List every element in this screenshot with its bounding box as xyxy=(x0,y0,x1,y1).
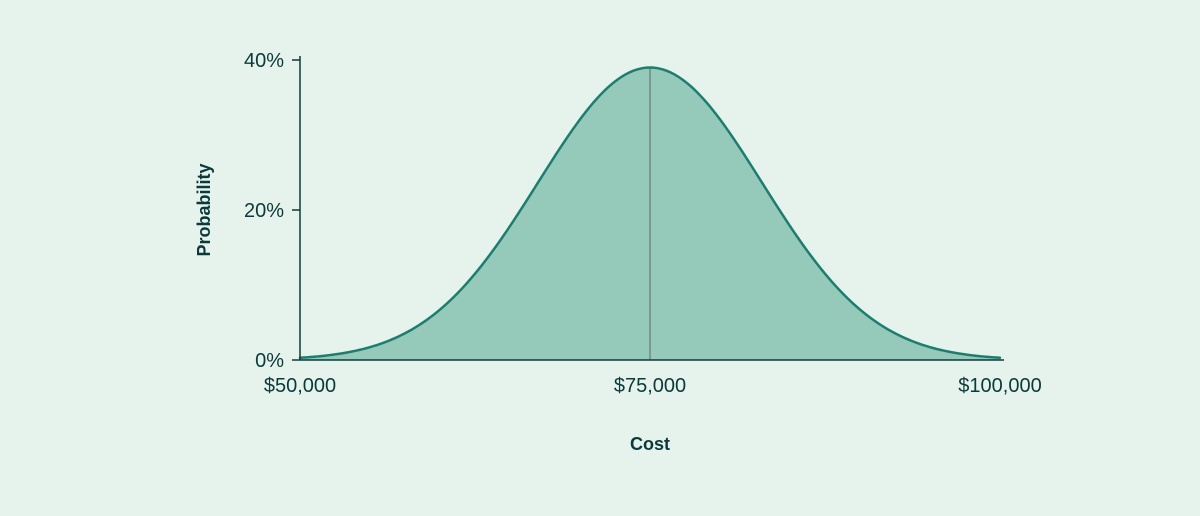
chart-svg: 0% 20% 40% $50,000 $75,000 $100,000 Probabilit… xyxy=(0,0,1200,516)
probability-cost-chart: 0% 20% 40% $50,000 $75,000 $100,000 Probabilit… xyxy=(0,0,1200,516)
x-tick-label: $100,000 xyxy=(958,375,1041,397)
x-axis-label: Cost xyxy=(630,434,670,454)
y-tick-label: 40% xyxy=(244,50,284,72)
x-tick-label: $75,000 xyxy=(614,375,686,397)
y-tick-label: 0% xyxy=(255,350,284,372)
y-tick-label: 20% xyxy=(244,200,284,222)
y-axis-label: Probability xyxy=(194,163,214,256)
x-tick-label: $50,000 xyxy=(264,375,336,397)
